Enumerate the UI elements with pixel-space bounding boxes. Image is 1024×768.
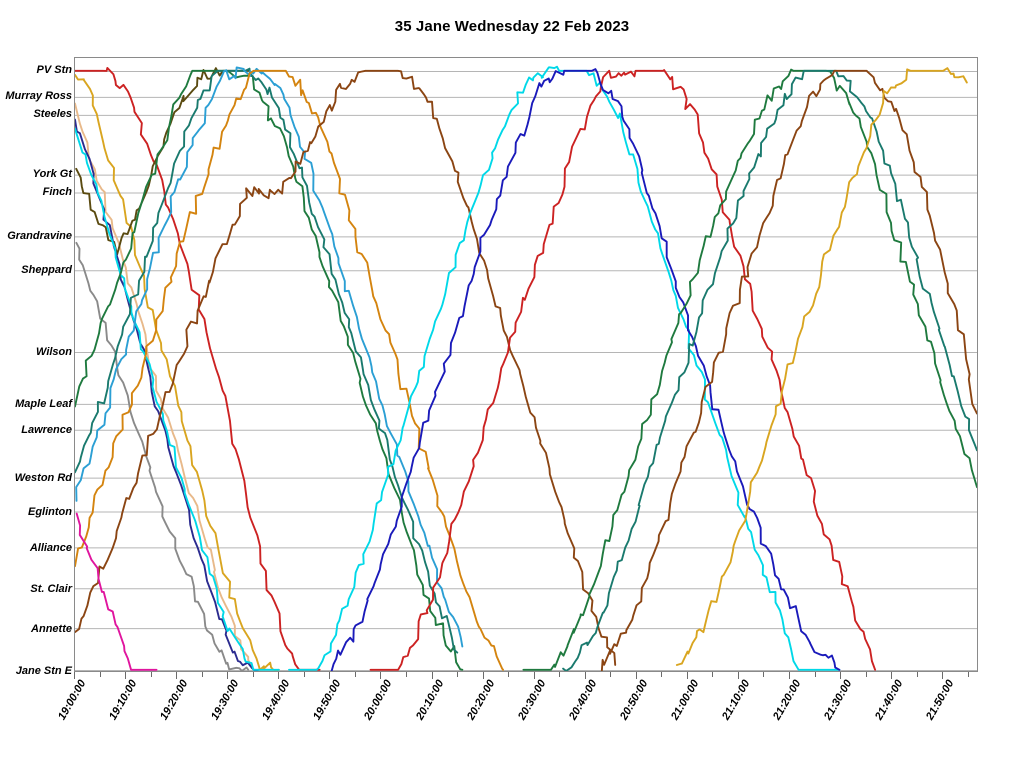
x-axis-tick [380,672,382,679]
x-axis-tick [405,672,407,677]
trip-line [602,71,977,671]
y-axis-label: Finch [42,186,72,199]
x-axis-label: 19:00:00 [55,678,89,723]
x-axis-label: 20:00:00 [362,678,395,723]
x-axis-label: 19:20:00 [158,678,191,723]
trip-line [77,514,157,670]
y-axis-labels: PV Stn Murray Ross Steeles York Gt Finch Gran… [0,57,72,677]
y-axis-label: Jane Stn E [15,664,72,677]
gridlines [75,58,977,671]
y-axis-label: Wilson [36,346,72,359]
x-axis-tick [840,672,842,679]
trip-line [332,69,840,671]
x-axis-label: 21:30:00 [822,678,855,723]
x-axis-tick [508,672,510,677]
x-axis-label: 20:50:00 [617,678,651,723]
trip-line [75,71,615,665]
trip-line [75,68,320,670]
x-axis-tick [763,672,765,677]
x-axis-label: 20:20:00 [464,678,497,723]
x-axis-tick [916,672,918,677]
x-axis-tick [125,672,127,679]
x-axis-tick [431,672,433,679]
x-axis-tick [686,672,688,679]
x-axis-tick [559,672,561,677]
trip-line [75,71,503,670]
x-axis-label: 21:40:00 [873,678,906,723]
x-axis-label: 19:10:00 [107,678,140,723]
x-axis-label: 20:10:00 [413,678,446,723]
x-axis-label: 21:00:00 [668,678,702,723]
x-axis-tick [865,672,867,677]
trip-line [75,71,462,670]
x-axis-tick [329,672,331,679]
x-axis-label: 21:50:00 [924,678,957,723]
x-axis-tick [303,672,305,677]
x-axis-label: 20:40:00 [566,678,600,723]
y-axis-label: St. Clair [30,582,72,595]
y-axis-label: Annette [31,622,72,635]
x-axis-tick [584,672,586,679]
x-axis-tick [201,672,203,677]
y-axis-label: York Gt [32,167,72,180]
x-axis-tick [482,672,484,679]
trip-line [677,68,967,665]
x-axis-tick [661,672,663,677]
x-axis-tick [737,672,739,679]
y-axis-label: Alliance [29,542,72,555]
x-axis-tick [967,672,969,677]
x-axis-tick [814,672,816,677]
y-axis-label: Steeles [33,108,72,121]
trip-line [76,68,248,254]
trip-line [75,69,457,653]
trip-line [76,243,248,671]
x-axis-label: 19:30:00 [209,678,242,723]
y-axis-label: PV Stn [36,63,72,76]
x-axis-tick [635,672,637,679]
y-axis-label: Murray Ross [5,89,72,102]
x-axis-tick [354,672,356,677]
page-title: 35 Jane Wednesday 22 Feb 2023 [394,18,630,35]
x-axis-tick [457,672,459,677]
trip-trajectories [75,58,977,671]
plot-inner [75,58,977,671]
x-axis-tick [227,672,229,679]
x-axis-tick [176,672,178,679]
y-axis-label: Grandravine [7,229,72,242]
x-axis-tick [99,672,101,677]
x-axis-label: 19:40:00 [260,678,293,723]
trip-line [75,75,279,671]
x-axis-tick [533,672,535,679]
trip-line [563,71,977,671]
x-axis-tick [610,672,612,677]
trip-line [75,129,279,670]
trip-line [75,104,274,670]
x-axis-label: 20:30:00 [515,678,549,723]
trip-line [76,67,462,646]
y-axis-label: Eglinton [28,506,72,519]
trip-line [371,70,876,670]
x-axis-tick [942,672,944,679]
x-axis-labels: 19:00:00 19:10:00 19:20:00 19:30:00 19:40:00… [56,672,978,768]
x-axis-tick [74,672,75,679]
plot-area [74,57,978,672]
x-axis-label: 21:10:00 [719,678,753,723]
x-axis-tick [150,672,152,677]
y-axis-label: Maple Leaf [15,398,72,411]
y-axis-label: Lawrence [21,424,72,437]
x-axis-tick [252,672,254,677]
x-axis-tick [789,672,791,679]
y-axis-label: Weston Rd [14,472,72,485]
x-axis-tick [891,672,893,679]
y-axis-label: Sheppard [21,263,72,276]
x-axis-tick [712,672,714,677]
x-axis-tick [278,672,280,679]
trip-line [75,120,258,671]
x-axis-label: 19:50:00 [311,678,344,723]
trip-line [523,70,977,670]
x-axis-label: 21:20:00 [770,678,804,723]
